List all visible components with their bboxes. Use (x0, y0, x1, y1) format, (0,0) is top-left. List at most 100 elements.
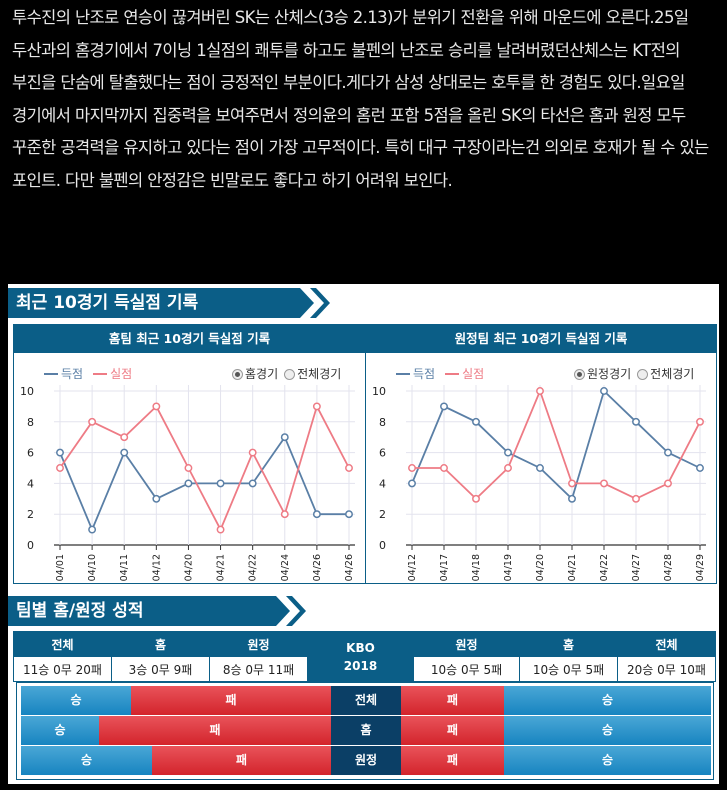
game-result-label: 승 (473, 582, 484, 583)
home-home-record: 3승 0무 9패 (111, 656, 210, 682)
x-tick-label: 04/28 (663, 554, 674, 581)
away-chart-filter: 원정경기 전체경기 (574, 365, 694, 382)
scored-point[interactable] (472, 417, 480, 426)
away-loss-seg: 패 (401, 746, 504, 775)
x-tick-label: 04/24 (280, 554, 291, 581)
scored-point[interactable] (504, 448, 512, 457)
game-result-label: 승 (633, 582, 644, 583)
legend-allowed: 실점 (110, 367, 133, 381)
allowed-point[interactable] (216, 525, 225, 534)
home-line-chart: 024681004/01승04/10패04/11패04/12패04/20승04/… (20, 385, 357, 583)
y-tick-label: 10 (20, 385, 34, 398)
allowed-point[interactable] (696, 417, 704, 426)
y-tick-label: 2 (27, 508, 34, 521)
away-chart: 원정팀 최근 10경기 득실점 기록 득점 실점 원정경기 전체경기 0 2 4 6 8… (366, 325, 716, 583)
allowed-point[interactable] (88, 417, 97, 426)
home-loss-seg: 패 (131, 686, 331, 715)
scored-point[interactable] (568, 494, 576, 503)
bar-row-label: 원정 (331, 746, 401, 775)
allowed-point[interactable] (120, 433, 129, 442)
game-result-label: 승 (409, 582, 420, 583)
section-title-text: 최근 10경기 득실점 기록 (16, 293, 199, 313)
kbo-label: KBO 2018 (307, 631, 414, 682)
radio-all-games[interactable]: 전체경기 (637, 365, 694, 382)
allowed-point[interactable] (248, 448, 257, 457)
scored-point[interactable] (152, 494, 161, 503)
scored-point[interactable] (536, 464, 544, 472)
scored-point[interactable] (280, 433, 289, 442)
x-tick-label: 04/27 (631, 554, 642, 581)
scored-point[interactable] (600, 387, 608, 395)
header-home-total: 전체 (13, 631, 112, 657)
scored-point[interactable] (696, 464, 704, 472)
radio-selected-icon (574, 369, 585, 380)
scored-point[interactable] (120, 448, 129, 457)
away-chart-title: 원정팀 최근 10경기 득실점 기록 (366, 325, 716, 353)
scored-point[interactable] (184, 479, 193, 488)
allowed-point[interactable] (345, 464, 353, 472)
scored-point[interactable] (88, 525, 97, 534)
scored-point[interactable] (408, 479, 416, 488)
allowed-point[interactable] (472, 494, 480, 503)
x-tick-label: 04/11 (119, 554, 130, 581)
x-tick-label: 04/01 (55, 554, 66, 581)
radio-all-games[interactable]: 전체경기 (284, 365, 341, 382)
y-tick-label: 6 (27, 447, 34, 460)
x-tick-label: 04/20 (535, 554, 546, 581)
scored-point[interactable] (216, 479, 225, 488)
allowed-point[interactable] (152, 402, 161, 411)
away-chart-legend: 득점 실점 (396, 365, 484, 382)
y-tick-label: 2 (379, 508, 386, 521)
scored-point[interactable] (56, 448, 64, 457)
allowed-point[interactable] (56, 464, 64, 472)
bar-row-total: 승 패 전체 패 승 (21, 686, 711, 715)
x-tick-label: 04/21 (216, 554, 227, 581)
scored-point[interactable] (440, 402, 448, 411)
away-total-record: 20승 0무 10패 (617, 656, 716, 682)
away-win-seg: 승 (504, 686, 711, 715)
radio-empty-icon (284, 369, 296, 380)
x-tick-label: 04/22 (248, 554, 259, 581)
x-tick-label: 04/26 (344, 554, 355, 581)
chevron-arrows-icon (264, 596, 306, 626)
y-tick-label: 10 (372, 385, 386, 398)
x-tick-label: 04/18 (471, 554, 482, 581)
game-result-label: 승 (250, 582, 261, 583)
x-tick-label: 04/20 (183, 554, 194, 581)
home-chart: 홈팀 최근 10경기 득실점 기록 득점 실점 홈경기 전체경기 0 2 4 6 8 10… (14, 325, 366, 583)
scored-series-line (59, 435, 349, 532)
allowed-point[interactable] (504, 464, 512, 472)
scored-point[interactable] (312, 510, 321, 519)
allowed-point[interactable] (408, 464, 416, 472)
allowed-point[interactable] (600, 479, 608, 488)
bar-row-label: 홈 (331, 716, 401, 745)
home-loss-seg: 패 (99, 716, 331, 745)
game-result-label: 승 (57, 582, 68, 583)
allowed-point[interactable] (280, 510, 289, 519)
y-tick-label: 4 (27, 477, 34, 490)
home-win-seg: 승 (21, 716, 99, 745)
game-result-label: 승 (505, 582, 516, 583)
allowed-point[interactable] (632, 494, 640, 503)
scored-point[interactable] (248, 479, 257, 488)
allowed-series-line (59, 404, 350, 532)
radio-home-games[interactable]: 홈경기 (232, 365, 278, 382)
scored-point[interactable] (632, 417, 640, 426)
legend-scored: 득점 (413, 367, 436, 381)
allowed-point[interactable] (312, 402, 321, 411)
home-win-seg: 승 (21, 746, 152, 775)
home-total-record: 11승 0무 20패 (13, 656, 112, 682)
header-home-home: 홈 (111, 631, 210, 657)
allowed-series-line (412, 388, 701, 501)
allowed-point[interactable] (440, 464, 448, 472)
allowed-point[interactable] (664, 479, 672, 488)
scored-point[interactable] (664, 448, 672, 457)
radio-away-games[interactable]: 원정경기 (574, 365, 631, 382)
allowed-point[interactable] (536, 387, 544, 395)
allowed-point[interactable] (568, 479, 576, 488)
recent-games-charts: 홈팀 최근 10경기 득실점 기록 득점 실점 홈경기 전체경기 0 2 4 6 8 10… (13, 324, 717, 584)
home-away-record: 8승 0무 11패 (209, 656, 308, 682)
allowed-point[interactable] (184, 464, 193, 472)
game-result-label: 승 (185, 582, 196, 583)
scored-point[interactable] (345, 510, 353, 519)
